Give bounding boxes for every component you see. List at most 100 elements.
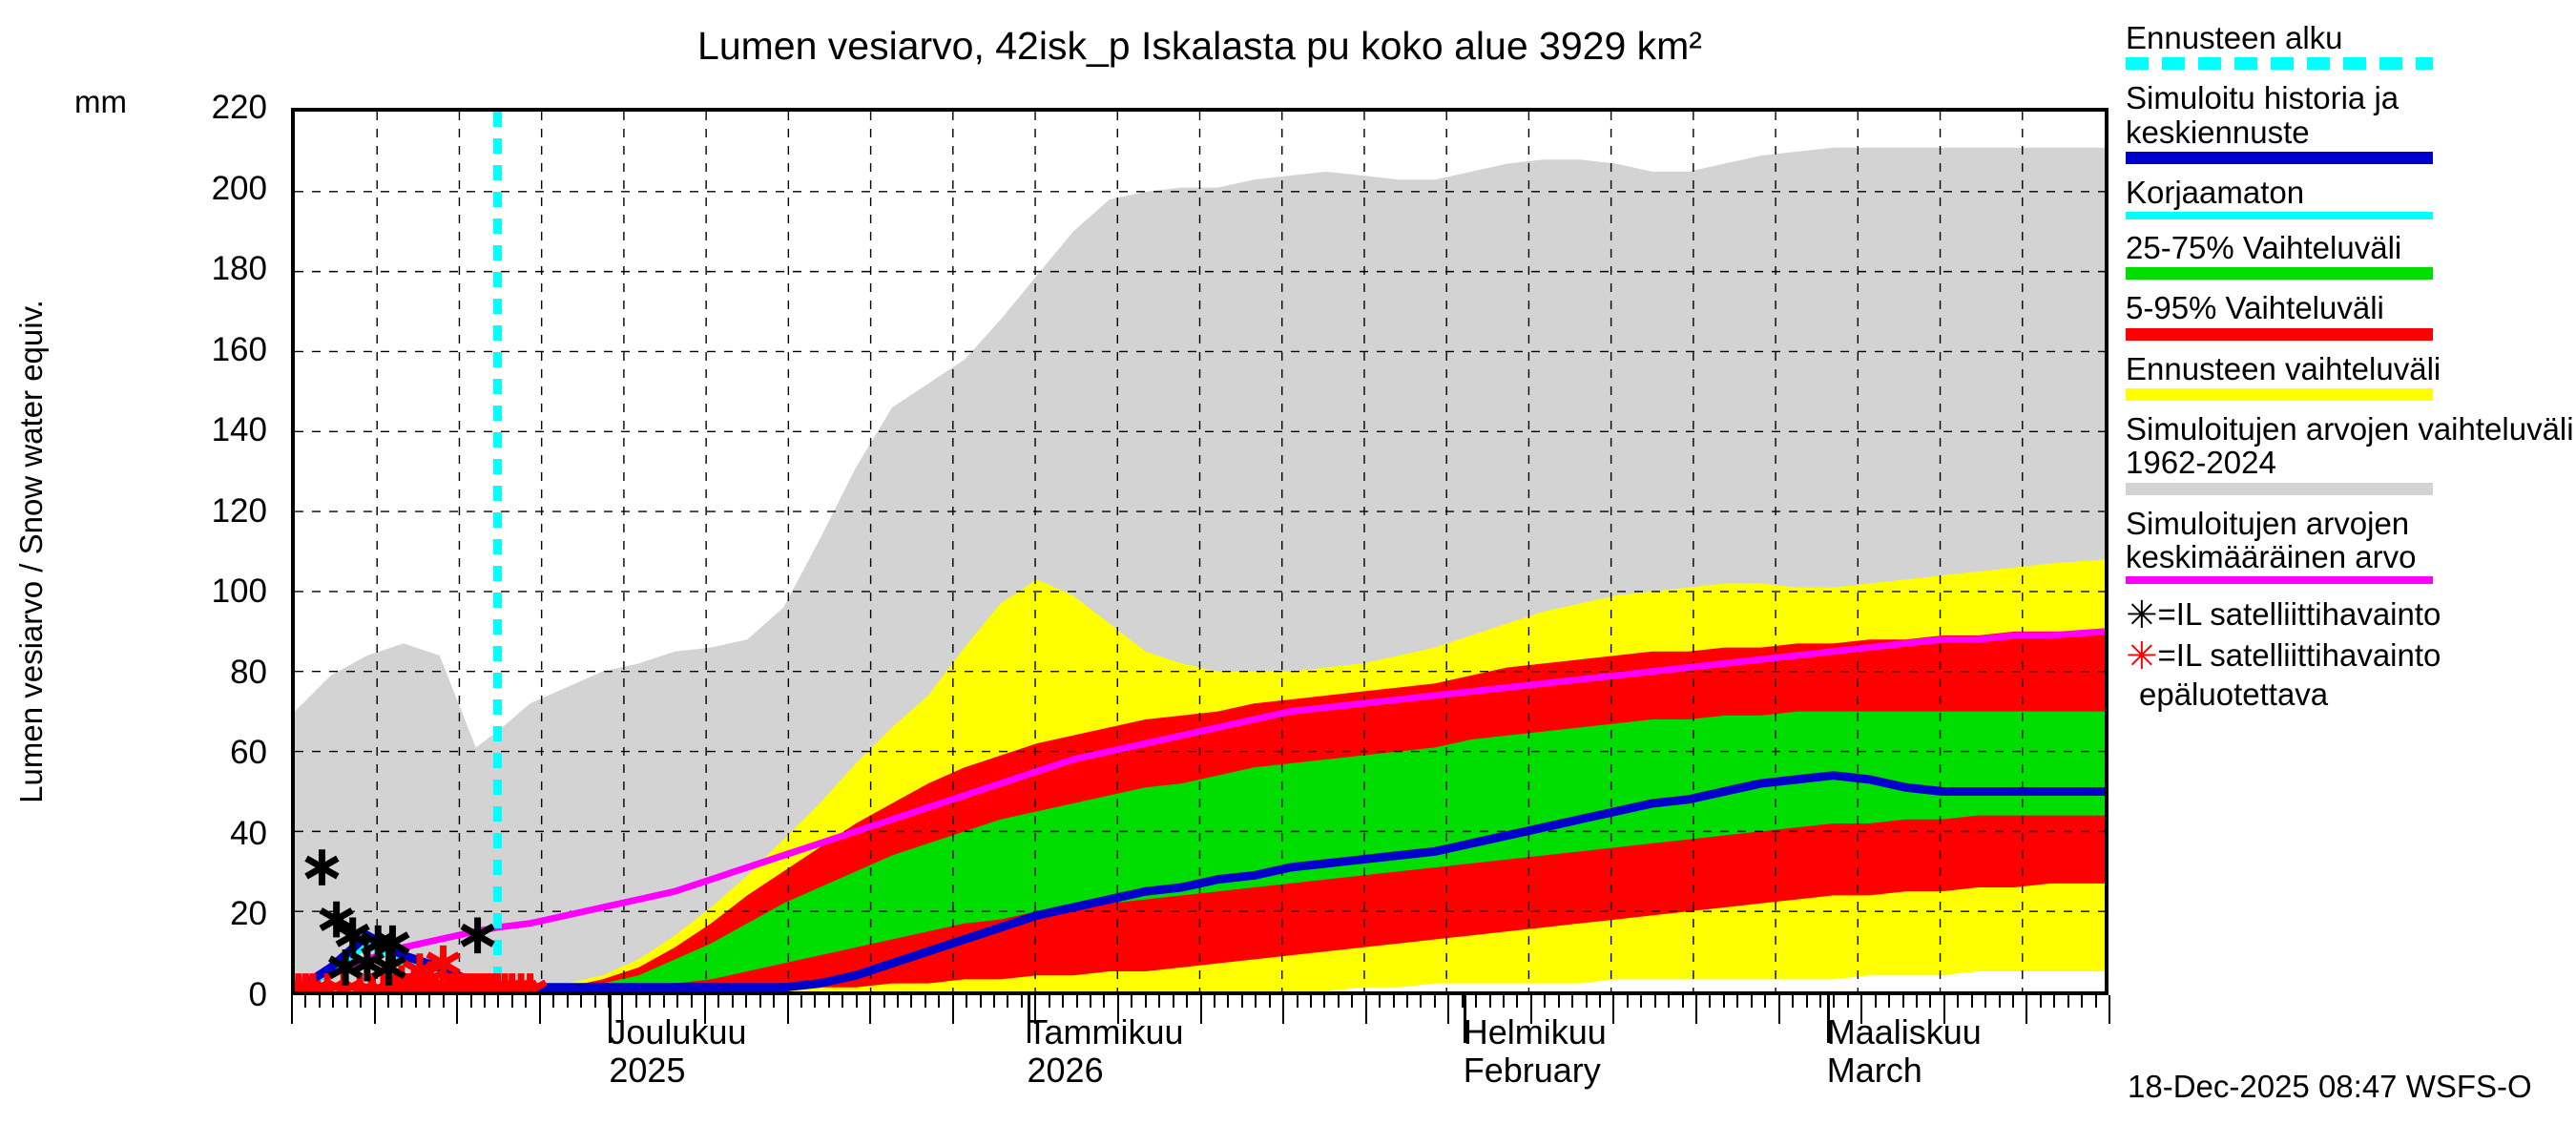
chart-plot-area[interactable] <box>291 108 2109 995</box>
x-tick-label-sub: 2026 <box>1027 1051 1104 1091</box>
legend-symbol-label: =IL satelliittihavainto <box>2157 637 2441 674</box>
x-tick <box>869 995 872 1024</box>
y-tick-label: 200 <box>211 169 267 207</box>
x-tick <box>1681 995 1684 1008</box>
chart-svg <box>295 112 2105 991</box>
x-tick <box>1351 995 1354 1008</box>
x-tick <box>1640 995 1643 1008</box>
x-axis-tick-labels: Joulukuu 2025 Tammikuu 2026 Helmikuu February… <box>0 1012 2576 1118</box>
x-tick <box>538 995 541 1024</box>
x-tick-major <box>1826 995 1830 1043</box>
x-tick <box>1461 995 1464 1008</box>
y-tick-label: 40 <box>230 814 267 852</box>
x-tick <box>1158 995 1161 1008</box>
x-tick <box>1475 995 1478 1008</box>
legend-label: Ennusteen alku <box>2126 20 2343 55</box>
x-tick <box>1199 995 1202 1024</box>
x-tick <box>428 995 431 1008</box>
x-tick <box>332 995 335 1008</box>
legend-entry[interactable]: Ennusteen vaihteluväli <box>2126 350 2574 402</box>
x-tick <box>841 995 844 1008</box>
x-tick <box>360 995 363 1008</box>
y-tick-label: 20 <box>230 895 267 933</box>
mean-sim-line <box>295 632 2105 984</box>
x-tick <box>1420 995 1423 1008</box>
legend-swatch <box>2126 267 2433 281</box>
x-tick <box>484 995 487 1008</box>
footer-timestamp: 18-Dec-2025 08:47 WSFS-O <box>2128 1069 2532 1104</box>
x-tick-label-group: Joulukuu 2025 <box>609 1012 746 1091</box>
x-tick <box>621 995 624 1024</box>
legend-label: 25-75% Vaihteluväli <box>2126 230 2402 266</box>
legend-entry[interactable]: Ennusteen alku <box>2126 20 2574 71</box>
y-tick-label: 220 <box>211 89 267 126</box>
x-tick <box>373 995 376 1024</box>
y-axis-tick-labels: 0 20 40 60 80 100 120 140 160 180 200 220 <box>105 0 267 1145</box>
x-tick <box>1240 995 1243 1008</box>
x-tick <box>2025 995 2028 1024</box>
satellite-marker-layer <box>295 849 548 991</box>
x-tick <box>1571 995 1574 1008</box>
x-tick <box>2094 995 2097 1008</box>
satellite-marker-icon: ✳ <box>2126 594 2158 637</box>
x-tick <box>1736 995 1739 1008</box>
x-tick-label-group: Helmikuu February <box>1464 1012 1607 1091</box>
x-tick <box>580 995 583 1008</box>
x-tick <box>1488 995 1491 1008</box>
x-tick <box>497 995 500 1008</box>
legend-entry[interactable]: 25-75% Vaihteluväli <box>2126 230 2574 281</box>
legend-swatch <box>2126 576 2433 585</box>
x-tick <box>2053 995 2056 1008</box>
x-tick <box>1516 995 1519 1008</box>
y-tick-label: 100 <box>211 572 267 611</box>
x-tick <box>1695 995 1698 1024</box>
satellite-obs-reliable <box>371 949 406 986</box>
x-tick <box>1172 995 1174 1008</box>
x-tick <box>703 995 706 1024</box>
legend-symbol-entry: ✳=IL satelliittihavainto epäluotettava <box>2126 636 2574 712</box>
legend-swatch <box>2126 151 2433 164</box>
x-tick <box>2081 995 2084 1008</box>
x-tick <box>1942 995 1945 1024</box>
legend-swatch <box>2126 327 2433 341</box>
x-tick <box>1833 995 1836 1008</box>
legend-entry[interactable]: Simuloitujen arvojen vaihteluväli 1962-2… <box>2126 412 2574 495</box>
y-axis-title-text: Lumen vesiarvo / Snow water equiv. <box>13 300 49 803</box>
x-tick <box>1337 995 1340 1008</box>
x-tick-major <box>609 995 613 1043</box>
x-tick <box>1557 995 1560 1008</box>
x-tick <box>1213 995 1215 1008</box>
x-tick <box>1709 995 1712 1008</box>
legend-entry[interactable]: Simuloitu historia ja keskiennuste <box>2126 81 2574 164</box>
x-tick <box>1116 995 1119 1024</box>
x-tick <box>1544 995 1547 1008</box>
y-tick-label: 80 <box>230 653 267 691</box>
x-tick <box>979 995 982 1008</box>
x-tick-major <box>1027 995 1030 1043</box>
x-tick <box>1957 995 1960 1008</box>
x-tick <box>676 995 679 1008</box>
x-tick <box>1805 995 1808 1008</box>
x-tick-label-sub: March <box>1826 1051 1922 1091</box>
y-tick-label: 120 <box>211 491 267 530</box>
x-tick <box>1585 995 1588 1008</box>
legend-entry[interactable]: 5-95% Vaihteluväli <box>2126 291 2574 341</box>
x-tick <box>1144 995 1147 1008</box>
y-tick-label: 0 <box>248 976 267 1013</box>
x-tick <box>897 995 899 1008</box>
legend-entry[interactable]: Simuloitujen arvojen keskimääräinen arvo <box>2126 507 2574 585</box>
x-tick <box>1764 995 1767 1008</box>
x-tick <box>1750 995 1753 1008</box>
x-tick-label-month: Tammikuu <box>1027 1012 1184 1051</box>
x-tick <box>1282 995 1285 1024</box>
x-tick <box>786 995 789 1024</box>
legend-label: Ennusteen vaihteluväli <box>2126 350 2441 386</box>
y-axis-title: Lumen vesiarvo / Snow water equiv. <box>10 108 53 995</box>
x-tick <box>758 995 761 1008</box>
x-tick <box>1792 995 1795 1008</box>
satellite-obs-reliable <box>319 901 354 938</box>
x-tick <box>1379 995 1381 1008</box>
legend-entry[interactable]: Korjaamaton <box>2126 176 2574 220</box>
chart-canvas <box>295 112 2105 991</box>
x-tick <box>401 995 404 1008</box>
